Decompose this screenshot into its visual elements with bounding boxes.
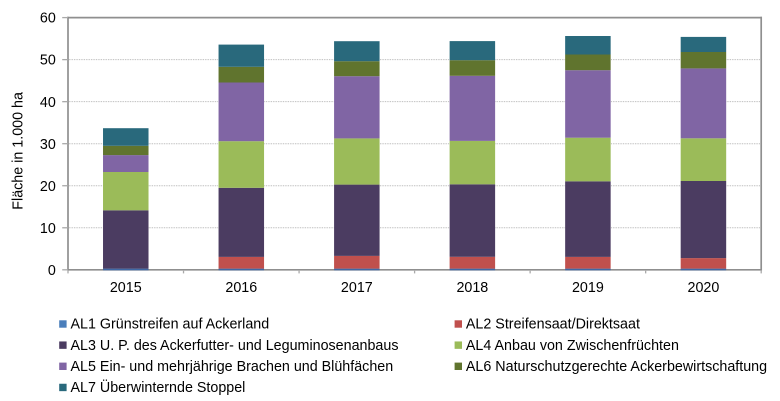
svg-text:50: 50 <box>40 53 56 69</box>
svg-text:2017: 2017 <box>341 280 373 296</box>
svg-text:2019: 2019 <box>572 280 604 296</box>
svg-text:20: 20 <box>40 179 56 195</box>
svg-text:AL2 Streifensaat/Direktsaat: AL2 Streifensaat/Direktsaat <box>466 317 640 333</box>
svg-text:10: 10 <box>40 221 56 237</box>
svg-text:AL5 Ein- und mehrjährige Brach: AL5 Ein- und mehrjährige Brachen und Blü… <box>71 359 394 375</box>
svg-text:2018: 2018 <box>456 280 488 296</box>
svg-text:30: 30 <box>40 137 56 153</box>
svg-text:2020: 2020 <box>688 280 720 296</box>
svg-text:AL6 Naturschutzgerechte Ackerb: AL6 Naturschutzgerechte Ackerbewirtschaf… <box>466 359 767 375</box>
svg-text:AL7 Überwinternde Stoppel: AL7 Überwinternde Stoppel <box>71 378 246 396</box>
svg-text:AL4 Anbau von Zwischenfrüchten: AL4 Anbau von Zwischenfrüchten <box>466 338 679 354</box>
svg-text:AL1 Grünstreifen auf Ackerland: AL1 Grünstreifen auf Ackerland <box>71 317 270 333</box>
svg-text:Fläche in 1.000 ha: Fläche in 1.000 ha <box>11 92 27 210</box>
svg-text:40: 40 <box>40 95 56 111</box>
svg-text:AL3 U. P. des Ackerfutter- und: AL3 U. P. des Ackerfutter- und Leguminos… <box>71 338 399 354</box>
svg-text:2015: 2015 <box>110 280 142 296</box>
svg-text:0: 0 <box>48 263 56 279</box>
svg-text:2016: 2016 <box>225 280 257 296</box>
svg-text:60: 60 <box>40 11 56 27</box>
